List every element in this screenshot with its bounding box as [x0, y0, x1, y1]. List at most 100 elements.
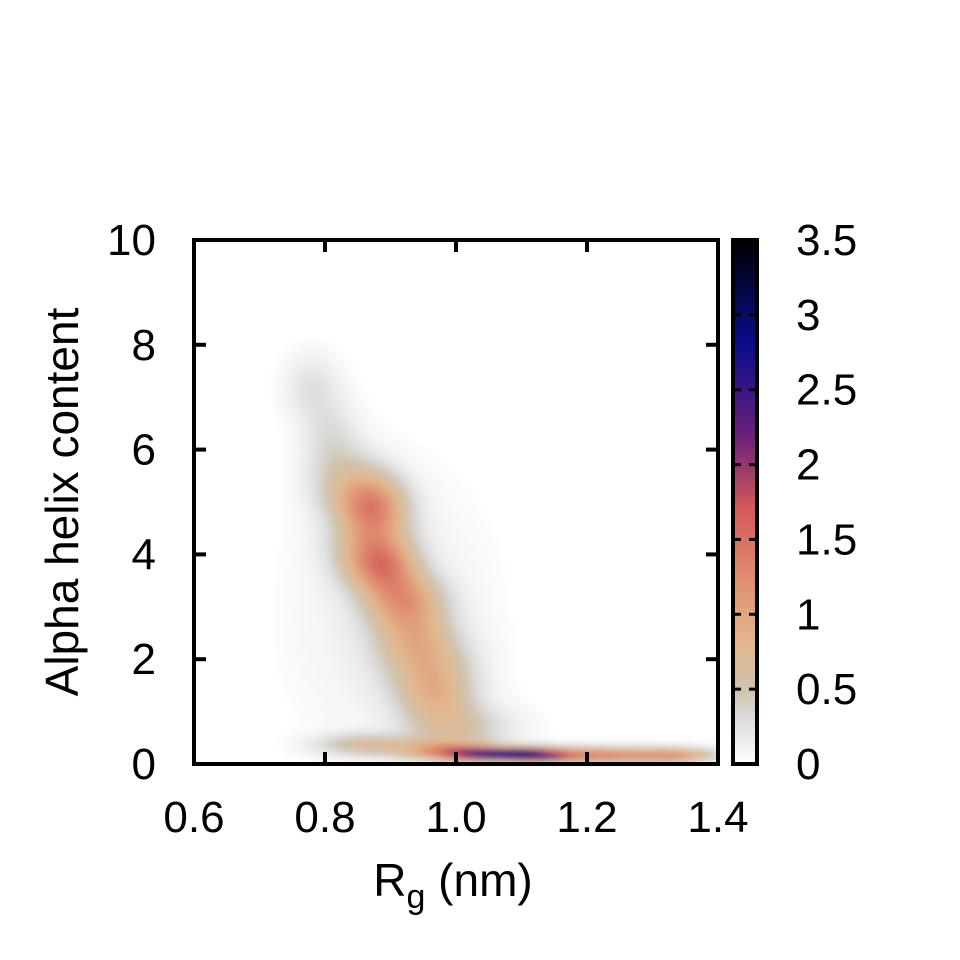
heatmap-cell — [429, 690, 436, 697]
heatmap-cell — [497, 648, 504, 655]
heatmap-cell — [382, 737, 389, 744]
heatmap-cell — [361, 674, 368, 681]
heatmap-cell — [482, 543, 489, 550]
heatmap-cell — [419, 475, 426, 482]
heatmap-cell — [304, 732, 310, 739]
heatmap-cell — [649, 743, 656, 749]
heatmap-cell — [435, 549, 441, 555]
heatmap-cell — [414, 460, 420, 466]
heatmap-cell — [471, 496, 478, 503]
heatmap-cell — [393, 706, 399, 713]
heatmap-cell — [456, 533, 462, 540]
heatmap-cell — [372, 753, 378, 760]
heatmap-cell — [377, 591, 384, 597]
heatmap-cell — [482, 664, 489, 671]
heatmap-cell — [319, 601, 326, 608]
heatmap-cell — [277, 601, 284, 608]
heatmap-cell — [482, 591, 489, 597]
heatmap-cell — [356, 533, 363, 540]
heatmap-cell — [356, 580, 363, 587]
heatmap-cell — [366, 402, 373, 409]
heatmap-cell — [597, 743, 604, 749]
heatmap-cell — [482, 653, 489, 660]
heatmap-cell — [366, 743, 373, 749]
heatmap-cell — [356, 716, 363, 723]
heatmap-cell — [314, 685, 321, 692]
heatmap-cell — [293, 564, 300, 571]
heatmap-cell — [398, 439, 405, 445]
heatmap-cell — [398, 575, 405, 582]
heatmap-cell — [534, 748, 541, 755]
heatmap-cell — [335, 491, 342, 498]
heatmap-cell — [393, 502, 399, 508]
heatmap-cell — [288, 449, 295, 456]
heatmap-cell — [398, 748, 405, 755]
heatmap-cell — [309, 580, 316, 587]
heatmap-cell — [298, 622, 305, 629]
heatmap-cell — [497, 659, 504, 666]
heatmap-cell — [319, 633, 326, 639]
heatmap-cell — [298, 617, 305, 624]
heatmap-cell — [440, 659, 447, 666]
heatmap-cell — [456, 512, 462, 519]
heatmap-cell — [335, 444, 342, 451]
heatmap-cell — [319, 538, 326, 545]
heatmap-cell — [298, 680, 305, 686]
heatmap-cell — [387, 433, 394, 440]
heatmap-cell — [293, 365, 300, 372]
heatmap-cell — [277, 627, 284, 634]
heatmap-cell — [330, 365, 337, 372]
heatmap-cell — [288, 376, 295, 383]
heatmap-cell — [319, 748, 326, 755]
heatmap-cell — [497, 753, 504, 760]
heatmap-cell — [361, 475, 368, 482]
heatmap-cell — [283, 444, 289, 451]
heatmap-cell — [351, 554, 358, 561]
heatmap-cell — [335, 706, 342, 713]
heatmap-cell — [393, 601, 399, 608]
heatmap-cell — [408, 617, 415, 624]
heatmap-cell — [445, 512, 452, 519]
heatmap-cell — [330, 680, 337, 686]
heatmap-cell — [398, 617, 405, 624]
heatmap-cell — [408, 549, 415, 555]
heatmap-cell — [351, 580, 358, 587]
heatmap-cell — [471, 659, 478, 666]
heatmap-cell — [524, 716, 530, 723]
heatmap-cell — [309, 575, 316, 582]
heatmap-cell — [293, 449, 300, 456]
heatmap-cell — [445, 753, 452, 760]
heatmap-cell — [403, 502, 410, 508]
heatmap-cell — [293, 554, 300, 561]
heatmap-cell — [403, 685, 410, 692]
heatmap-cell — [398, 533, 405, 540]
heatmap-cell — [487, 716, 494, 723]
heatmap-cell — [435, 648, 441, 655]
heatmap-cell — [351, 606, 358, 613]
heatmap-cell — [408, 706, 415, 713]
heatmap-cell — [351, 633, 358, 639]
heatmap-cell — [419, 538, 426, 545]
heatmap-cell — [272, 580, 279, 587]
heatmap-cell — [288, 643, 295, 650]
heatmap-cell — [424, 460, 431, 466]
heatmap-cell — [445, 711, 452, 718]
heatmap-cell — [345, 706, 352, 713]
heatmap-cell — [372, 491, 378, 498]
heatmap-cell — [429, 470, 436, 477]
heatmap-cell — [314, 601, 321, 608]
heatmap-cell — [445, 716, 452, 723]
heatmap-cell — [492, 722, 499, 728]
heatmap-cell — [319, 517, 326, 524]
heatmap-cell — [304, 365, 310, 372]
heatmap-cell — [372, 612, 378, 618]
heatmap-cell — [503, 680, 509, 686]
heatmap-cell — [366, 732, 373, 739]
heatmap-cell — [288, 570, 295, 576]
heatmap-cell — [330, 496, 337, 503]
heatmap-cell — [361, 491, 368, 498]
heatmap-cell — [450, 674, 457, 681]
heatmap-cell — [466, 743, 473, 749]
heatmap-cell — [372, 732, 378, 739]
heatmap-cell — [325, 690, 331, 697]
